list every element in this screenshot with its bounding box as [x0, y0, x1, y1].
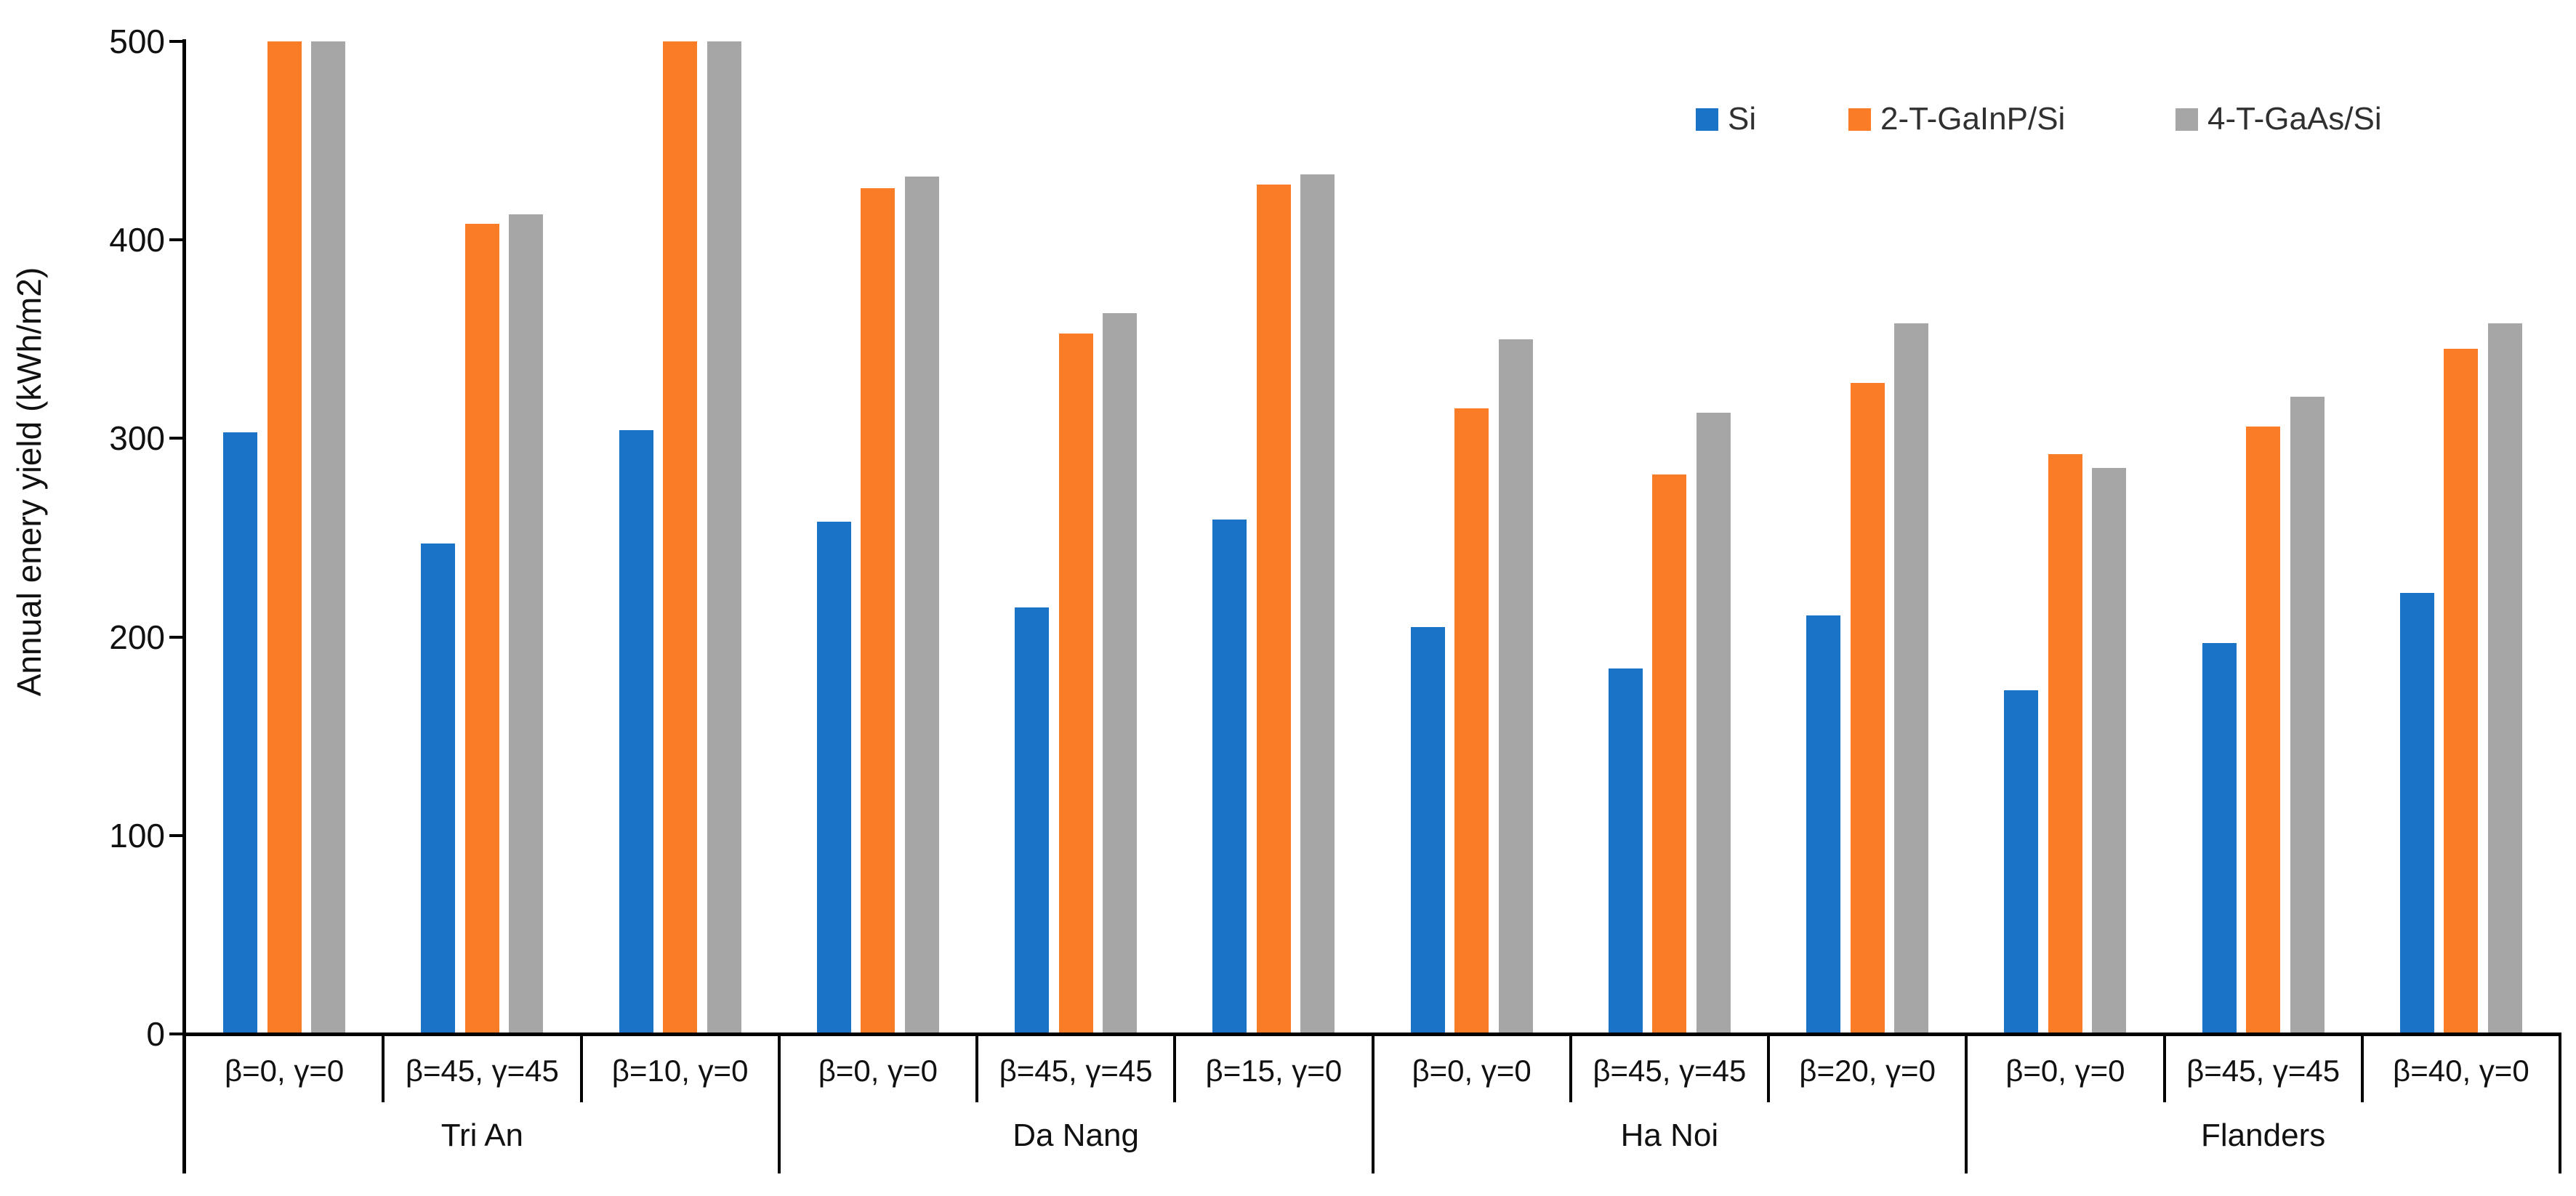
y-tick-label: 500 — [109, 23, 165, 60]
bar-4-T-GaAs/Si-Da Nang-2 — [1300, 174, 1335, 1034]
bar-4-T-GaAs/Si-Tri An-0 — [311, 41, 346, 1034]
bar-4-T-GaAs/Si-Tri An-2 — [707, 41, 741, 1034]
subgroup-label: β=0, γ=0 — [1412, 1054, 1531, 1088]
y-tick — [169, 1033, 182, 1035]
subgroup-divider — [1767, 1034, 1770, 1102]
subgroup-divider — [2162, 1034, 2166, 1102]
bar-2-T-GaInP/Si-Flanders-2 — [2444, 349, 2479, 1034]
bar-2-T-GaInP/Si-Tri An-0 — [267, 41, 302, 1034]
legend-item-Si: Si — [1696, 100, 1756, 138]
city-divider — [2559, 1034, 2561, 1173]
bar-4-T-GaAs/Si-Flanders-0 — [2092, 468, 2127, 1034]
bar-4-T-GaAs/Si-Flanders-1 — [2290, 397, 2325, 1034]
y-tick — [169, 40, 182, 43]
subgroup-label: β=45, γ=45 — [999, 1054, 1153, 1088]
bar-2-T-GaInP/Si-Da Nang-2 — [1256, 184, 1291, 1034]
bar-Si-Flanders-0 — [2004, 690, 2039, 1034]
bar-Si-Flanders-2 — [2399, 593, 2434, 1034]
legend-item-4-T-GaAs/Si: 4-T-GaAs/Si — [2175, 100, 2382, 138]
y-tick-label: 0 — [146, 1015, 165, 1053]
legend-label: 4-T-GaAs/Si — [2207, 101, 2382, 137]
city-divider — [777, 1034, 781, 1173]
bar-Si-Tri An-0 — [223, 432, 258, 1034]
subgroup-divider — [975, 1034, 978, 1102]
bar-Si-Da Nang-1 — [1015, 607, 1050, 1034]
subgroup-label: β=15, γ=0 — [1205, 1054, 1343, 1088]
y-tick-label: 400 — [109, 221, 165, 259]
bar-2-T-GaInP/Si-Ha Noi-1 — [1652, 474, 1687, 1034]
subgroup-label: β=45, γ=45 — [405, 1054, 559, 1088]
y-axis-line — [182, 39, 186, 1173]
city-divider — [1371, 1034, 1374, 1173]
subgroup-label: β=0, γ=0 — [224, 1054, 345, 1088]
bar-2-T-GaInP/Si-Ha Noi-2 — [1850, 382, 1885, 1034]
subgroup-label: β=40, γ=0 — [2393, 1054, 2529, 1088]
subgroup-label: β=45, γ=45 — [2186, 1054, 2340, 1088]
bar-2-T-GaInP/Si-Da Nang-1 — [1058, 333, 1093, 1034]
subgroup-divider — [1173, 1034, 1177, 1102]
bar-2-T-GaInP/Si-Flanders-1 — [2246, 427, 2281, 1034]
bar-Si-Tri An-1 — [421, 544, 456, 1034]
bar-Si-Flanders-1 — [2202, 642, 2237, 1034]
y-tick — [169, 437, 182, 440]
bar-2-T-GaInP/Si-Tri An-1 — [464, 224, 499, 1034]
y-tick — [169, 635, 182, 639]
subgroup-divider — [382, 1034, 385, 1102]
y-tick — [169, 238, 182, 242]
legend-label: 2-T-GaInP/Si — [1880, 101, 2066, 137]
bar-Si-Tri An-2 — [619, 430, 653, 1034]
legend-swatch-icon — [1696, 108, 1718, 131]
y-tick-label: 100 — [109, 816, 165, 854]
bar-Si-Ha Noi-0 — [1410, 626, 1445, 1034]
subgroup-label: β=0, γ=0 — [818, 1054, 938, 1088]
city-label: Tri An — [440, 1118, 524, 1153]
city-label: Ha Noi — [1620, 1118, 1719, 1153]
legend-swatch-icon — [1848, 108, 1871, 131]
bar-4-T-GaAs/Si-Ha Noi-1 — [1696, 412, 1731, 1034]
bar-4-T-GaAs/Si-Ha Noi-2 — [1894, 323, 1929, 1034]
bar-4-T-GaAs/Si-Tri An-1 — [509, 214, 544, 1034]
subgroup-divider — [579, 1034, 583, 1102]
city-label: Flanders — [2201, 1118, 2326, 1153]
bar-4-T-GaAs/Si-Ha Noi-0 — [1498, 339, 1533, 1034]
subgroup-label: β=20, γ=0 — [1799, 1054, 1936, 1088]
legend-swatch-icon — [2175, 108, 2198, 131]
bar-4-T-GaAs/Si-Flanders-2 — [2487, 323, 2522, 1034]
bar-2-T-GaInP/Si-Da Nang-0 — [861, 188, 895, 1034]
subgroup-label: β=0, γ=0 — [2005, 1054, 2125, 1088]
legend-item-2-T-GaInP/Si: 2-T-GaInP/Si — [1848, 100, 2065, 138]
city-divider — [1965, 1034, 1968, 1173]
legend-label: Si — [1728, 101, 1757, 137]
bar-2-T-GaInP/Si-Flanders-0 — [2048, 454, 2082, 1034]
bar-2-T-GaInP/Si-Ha Noi-0 — [1454, 408, 1489, 1034]
subgroup-label: β=10, γ=0 — [611, 1054, 749, 1088]
subgroup-label: β=45, γ=45 — [1593, 1054, 1747, 1088]
bar-2-T-GaInP/Si-Tri An-2 — [663, 41, 698, 1034]
y-tick — [169, 833, 182, 837]
bar-Si-Da Nang-2 — [1212, 520, 1247, 1034]
y-tick-label: 200 — [109, 618, 165, 656]
bar-Si-Ha Noi-2 — [1806, 615, 1841, 1034]
subgroup-divider — [2360, 1034, 2364, 1102]
bar-Si-Da Nang-0 — [816, 522, 851, 1034]
bar-4-T-GaAs/Si-Da Nang-0 — [904, 176, 939, 1034]
bar-Si-Ha Noi-1 — [1608, 668, 1643, 1034]
subgroup-divider — [1569, 1034, 1572, 1102]
city-label: Da Nang — [1013, 1118, 1139, 1153]
bar-4-T-GaAs/Si-Da Nang-1 — [1103, 313, 1138, 1034]
y-tick-label: 300 — [109, 419, 165, 458]
